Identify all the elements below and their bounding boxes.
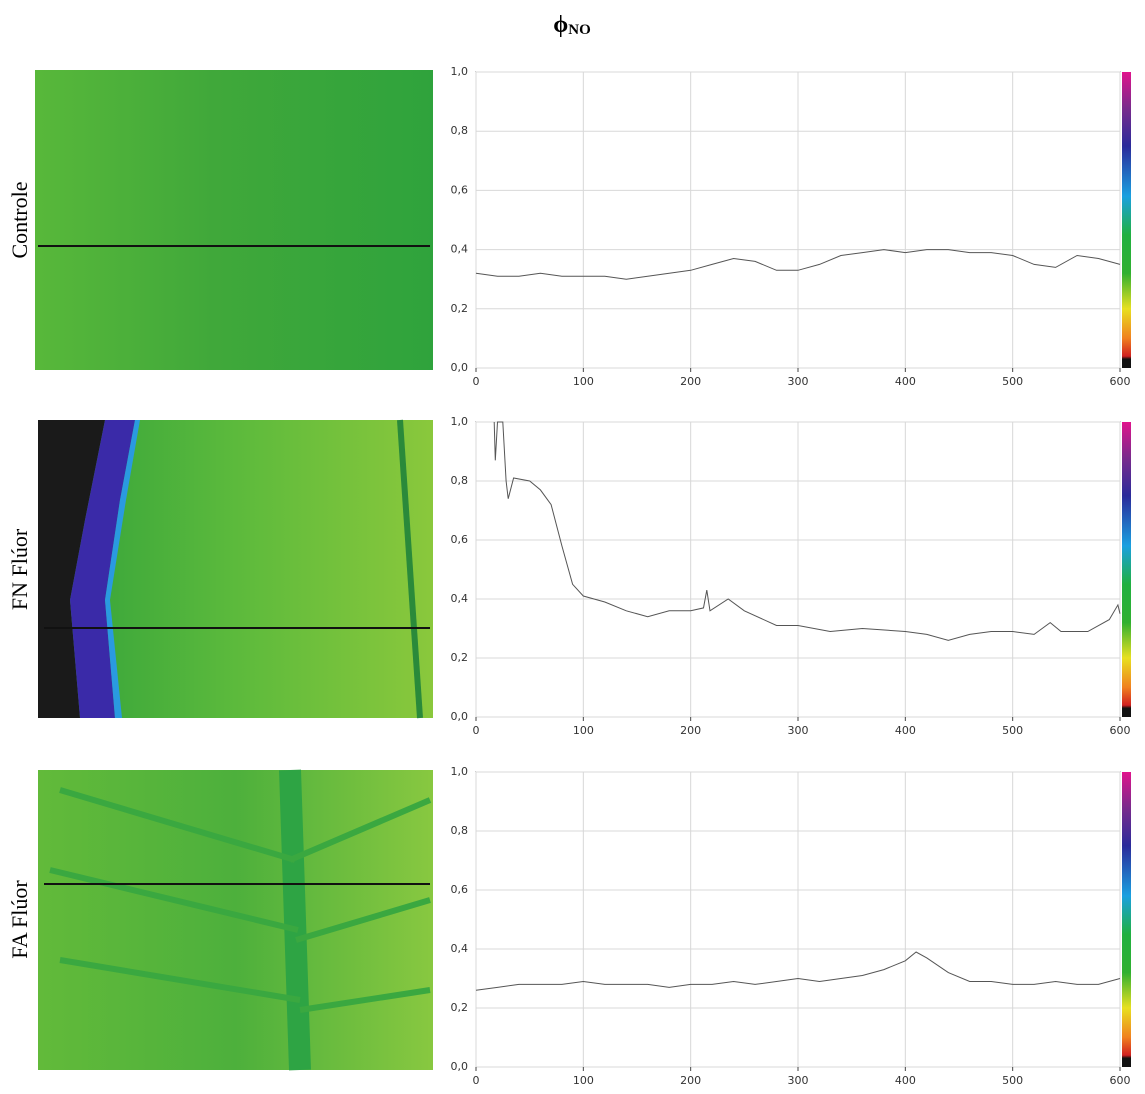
y-tick-label: 1,0 — [451, 65, 469, 78]
y-tick-label: 0,4 — [451, 942, 469, 955]
y-tick-label: 0,6 — [451, 533, 469, 546]
row-label: FN Flúor — [7, 528, 32, 610]
y-tick-label: 0,4 — [451, 243, 469, 256]
x-tick-label: 300 — [788, 1074, 809, 1087]
y-tick-label: 0,0 — [451, 361, 469, 374]
x-tick-label: 0 — [473, 1074, 480, 1087]
row-label: FA Flúor — [7, 880, 32, 959]
y-tick-label: 0,2 — [451, 1001, 469, 1014]
y-tick-label: 0,0 — [451, 710, 469, 723]
y-tick-label: 1,0 — [451, 765, 469, 778]
y-tick-label: 0,2 — [451, 651, 469, 664]
y-tick-label: 0,8 — [451, 124, 469, 137]
leaf-image — [38, 769, 433, 1071]
color-bar — [1122, 422, 1131, 717]
x-tick-label: 100 — [573, 724, 594, 737]
x-tick-label: 200 — [680, 724, 701, 737]
data-line — [493, 421, 1121, 641]
x-tick-label: 100 — [573, 375, 594, 388]
data-line — [475, 249, 1121, 280]
leaf-image — [38, 419, 433, 719]
figure-title: ϕNO — [553, 12, 590, 39]
y-tick-label: 0,4 — [451, 592, 469, 605]
x-tick-label: 200 — [680, 375, 701, 388]
x-tick-label: 600 — [1110, 1074, 1131, 1087]
x-tick-label: 0 — [473, 375, 480, 388]
y-tick-label: 0,0 — [451, 1060, 469, 1073]
row-label: Controle — [7, 182, 32, 259]
x-tick-label: 500 — [1002, 1074, 1023, 1087]
y-tick-label: 0,6 — [451, 183, 469, 196]
x-tick-label: 0 — [473, 724, 480, 737]
x-tick-label: 200 — [680, 1074, 701, 1087]
x-tick-label: 500 — [1002, 375, 1023, 388]
x-tick-label: 400 — [895, 1074, 916, 1087]
y-tick-label: 0,6 — [451, 883, 469, 896]
x-tick-label: 600 — [1110, 375, 1131, 388]
x-tick-label: 400 — [895, 724, 916, 737]
x-tick-label: 300 — [788, 375, 809, 388]
y-tick-label: 0,8 — [451, 474, 469, 487]
x-tick-label: 100 — [573, 1074, 594, 1087]
x-tick-label: 500 — [1002, 724, 1023, 737]
data-line — [475, 951, 1121, 991]
x-tick-label: 400 — [895, 375, 916, 388]
leaf-image — [35, 70, 433, 370]
x-tick-label: 300 — [788, 724, 809, 737]
color-bar — [1122, 72, 1131, 368]
y-tick-label: 0,8 — [451, 824, 469, 837]
y-tick-label: 0,2 — [451, 302, 469, 315]
y-tick-label: 1,0 — [451, 415, 469, 428]
x-tick-label: 600 — [1110, 724, 1131, 737]
color-bar — [1122, 772, 1131, 1067]
